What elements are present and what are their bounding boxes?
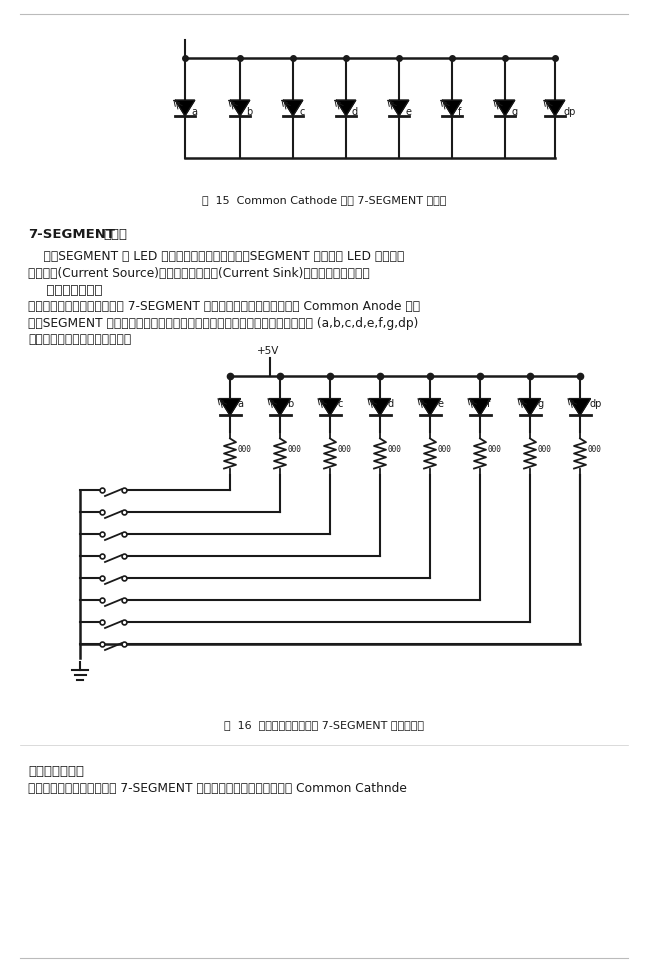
Text: 000: 000 <box>588 445 602 454</box>
Text: b: b <box>287 399 294 409</box>
Polygon shape <box>369 399 391 415</box>
Text: d: d <box>352 107 358 117</box>
Text: 上り電流の制御: 上り電流の制御 <box>28 765 84 778</box>
Polygon shape <box>545 100 565 116</box>
Text: 000: 000 <box>338 445 352 454</box>
Polygon shape <box>270 399 290 415</box>
Text: a: a <box>191 107 197 117</box>
Polygon shape <box>175 100 195 116</box>
Polygon shape <box>220 399 240 415</box>
Text: 000: 000 <box>438 445 452 454</box>
Polygon shape <box>336 100 356 116</box>
Text: 下り電流の制御に対応する 7-SEGMENT は＋の共通足を持つ、つまり Common Anode 型の: 下り電流の制御に対応する 7-SEGMENT は＋の共通足を持つ、つまり Com… <box>28 300 420 313</box>
Text: 000: 000 <box>488 445 502 454</box>
Text: 000: 000 <box>288 445 302 454</box>
Text: 図  16  下り電流を制御する 7-SEGMENT のつなげ方: 図 16 下り電流を制御する 7-SEGMENT のつなげ方 <box>224 720 424 730</box>
Text: e: e <box>405 107 411 117</box>
Polygon shape <box>319 399 340 415</box>
Polygon shape <box>389 100 409 116</box>
Text: 上り電流の制御に対応する 7-SEGMENT は－の共通足を持つ、つまり Common Cathnde: 上り電流の制御に対応する 7-SEGMENT は－の共通足を持つ、つまり Com… <box>28 782 407 795</box>
Text: c: c <box>299 107 305 117</box>
Text: dp: dp <box>564 107 576 117</box>
Text: 000: 000 <box>238 445 252 454</box>
Text: 図  15  Common Cathode 型の 7-SEGMENT の構造: 図 15 Common Cathode 型の 7-SEGMENT の構造 <box>202 195 446 205</box>
Polygon shape <box>495 100 515 116</box>
Text: f: f <box>487 399 491 409</box>
Text: dp: dp <box>590 399 603 409</box>
Text: g: g <box>537 399 543 409</box>
Text: 下り電流の制御: 下り電流の制御 <box>28 284 102 297</box>
Text: の制御: の制御 <box>103 228 127 241</box>
Text: a: a <box>237 399 243 409</box>
Text: につなげます。　（下図参照）: につなげます。 （下図参照） <box>28 333 132 346</box>
Text: c: c <box>337 399 342 409</box>
Polygon shape <box>442 100 462 116</box>
Polygon shape <box>419 399 441 415</box>
Polygon shape <box>520 399 540 415</box>
Text: d: d <box>387 399 393 409</box>
Text: ７－SEGMENT のみです。共通足を＋極にそして－極（グランド）をデータ足 (a,b,c,d,e,f,g,dp): ７－SEGMENT のみです。共通足を＋極にそして－極（グランド）をデータ足 (… <box>28 317 419 330</box>
Text: g: g <box>511 107 517 117</box>
Text: ７－SEGMENT は LED でできたものですから７－SEGMENT の制御は LED と同様に: ７－SEGMENT は LED でできたものですから７－SEGMENT の制御は… <box>28 250 404 263</box>
Text: 7-SEGMENT: 7-SEGMENT <box>28 228 115 241</box>
Text: b: b <box>246 107 252 117</box>
Polygon shape <box>283 100 303 116</box>
Polygon shape <box>230 100 249 116</box>
Text: 000: 000 <box>388 445 402 454</box>
Text: 上り電流(Current Source)の制御と下り電流(Current Sink)の制御に分けます。: 上り電流(Current Source)の制御と下り電流(Current Sin… <box>28 267 370 280</box>
Text: e: e <box>437 399 443 409</box>
Polygon shape <box>470 399 491 415</box>
Text: +5V: +5V <box>257 346 279 356</box>
Text: f: f <box>458 107 461 117</box>
Polygon shape <box>570 399 590 415</box>
Text: 000: 000 <box>538 445 552 454</box>
